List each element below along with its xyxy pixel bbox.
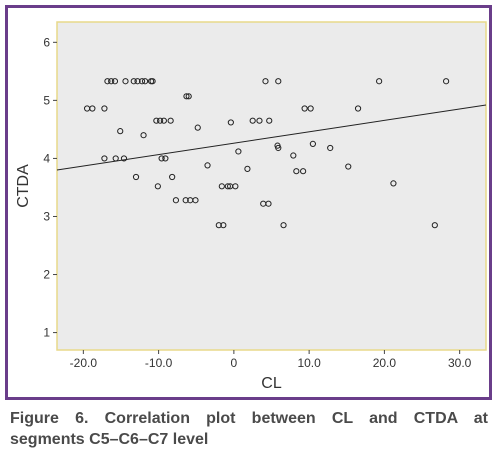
data-point — [89, 105, 96, 112]
data-point — [167, 117, 174, 124]
scatter-chart: 1 2 3 4 5 6 -20.0 -10.0 0 10.0 20.0 30.0 CL CTDA — [15, 21, 487, 392]
data-point — [134, 78, 141, 85]
data-point — [232, 183, 239, 190]
x-tick-label: -20.0 — [70, 356, 98, 370]
data-point — [185, 93, 192, 100]
data-point — [192, 197, 199, 204]
y-tick-label: 2 — [43, 268, 50, 282]
x-axis-ticks: -20.0 -10.0 0 10.0 20.0 30.0 — [70, 350, 472, 370]
y-tick-label: 3 — [43, 209, 50, 223]
data-point — [160, 117, 167, 124]
data-point — [101, 155, 108, 162]
data-point — [122, 78, 129, 85]
data-point — [130, 78, 137, 85]
data-point — [307, 105, 314, 112]
y-axis-ticks: 1 2 3 4 5 6 — [43, 35, 57, 340]
data-point — [262, 78, 269, 85]
data-point — [141, 78, 149, 85]
data-point — [117, 128, 124, 135]
data-point — [354, 105, 362, 112]
data-point — [112, 155, 119, 162]
data-point — [235, 148, 242, 155]
data-point — [169, 173, 176, 181]
data-point — [345, 163, 352, 170]
data-point — [256, 117, 263, 124]
data-point — [157, 117, 164, 124]
x-tick-label: 30.0 — [448, 356, 472, 370]
plot-area — [56, 21, 487, 351]
data-point — [153, 117, 160, 124]
data-point — [390, 180, 397, 187]
data-point — [111, 78, 119, 85]
y-tick-label: 6 — [43, 35, 50, 49]
data-point — [149, 78, 156, 85]
data-point — [224, 183, 231, 190]
data-point — [220, 222, 227, 229]
data-point — [266, 117, 273, 124]
y-tick-label: 1 — [43, 326, 50, 340]
data-point — [162, 155, 169, 162]
data-point — [227, 119, 234, 126]
data-point — [182, 197, 189, 204]
data-point — [172, 197, 180, 204]
y-tick-label: 4 — [43, 151, 50, 165]
data-point — [309, 140, 316, 148]
data-point — [293, 168, 300, 175]
x-tick-label: 20.0 — [373, 356, 397, 370]
data-point — [280, 222, 287, 229]
x-axis-label: CL — [261, 375, 282, 392]
data-point — [301, 105, 308, 112]
data-point — [132, 173, 140, 181]
data-point — [138, 78, 146, 85]
data-point — [275, 78, 282, 85]
x-tick-label: -10.0 — [145, 356, 173, 370]
data-point — [300, 168, 307, 175]
caption-line-2: segments C5–C6–C7 level — [10, 431, 209, 448]
data-point — [327, 144, 334, 152]
data-point — [215, 222, 222, 229]
data-point — [183, 93, 190, 100]
figure-caption: Figure 6. Correlation plot between CL an… — [10, 408, 488, 450]
data-point — [108, 78, 115, 85]
data-point — [140, 132, 147, 139]
fit-line — [56, 104, 487, 171]
data-point — [154, 183, 161, 190]
data-point — [443, 78, 450, 85]
data-point — [104, 78, 111, 85]
x-tick-label: 10.0 — [297, 356, 321, 370]
data-point — [290, 152, 297, 159]
data-point — [275, 144, 282, 152]
caption-line-1: Figure 6. Correlation plot between CL an… — [10, 410, 488, 427]
data-point — [376, 78, 383, 85]
data-point — [204, 162, 211, 169]
data-point — [158, 155, 165, 162]
data-point — [265, 200, 272, 207]
data-point — [120, 155, 128, 162]
data-points — [84, 78, 450, 229]
x-tick-label: 0 — [231, 356, 238, 370]
y-tick-label: 5 — [43, 93, 50, 107]
data-point — [194, 124, 201, 131]
data-point — [244, 165, 251, 172]
data-point — [431, 222, 438, 229]
data-point — [218, 183, 225, 190]
y-axis-label: CTDA — [15, 164, 32, 208]
data-point — [101, 105, 108, 112]
data-point — [249, 117, 256, 124]
